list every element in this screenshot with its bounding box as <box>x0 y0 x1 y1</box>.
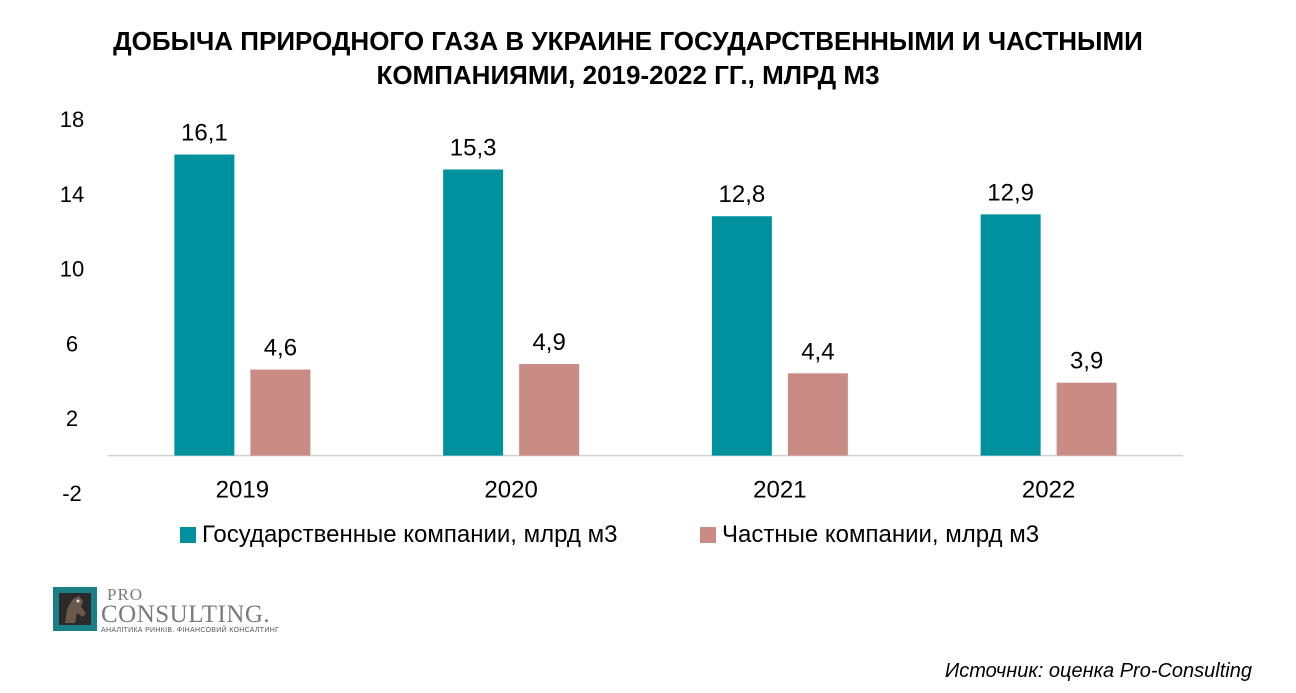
x-tick-label: 2020 <box>484 477 537 504</box>
data-label: 12,9 <box>987 179 1034 206</box>
horse-logo-icon <box>53 587 97 631</box>
data-label: 16,1 <box>181 120 228 147</box>
legend-item-state: Государственные компании, млрд м3 <box>180 518 617 552</box>
logo-tagline: АНАЛІТИКА РИНКІВ. ФІНАНСОВИЙ КОНСАЛТИНГ <box>101 627 280 634</box>
bar-private <box>519 363 580 456</box>
data-label: 12,8 <box>719 181 766 208</box>
legend-item-private: Частные компании, млрд м3 <box>700 518 1039 552</box>
data-label: 3,9 <box>1070 348 1103 375</box>
y-tick-label: 14 <box>60 182 84 207</box>
data-label: 15,3 <box>450 134 497 161</box>
data-label: 4,9 <box>532 329 565 356</box>
y-tick-label: 6 <box>66 331 78 356</box>
y-tick-label: -2 <box>62 481 82 506</box>
bar-state <box>711 216 772 456</box>
chart-title-line-1: ДОБЫЧА ПРИРОДНОГО ГАЗА В УКРАИНЕ ГОСУДАР… <box>113 26 1143 56</box>
legend-swatch-private <box>700 527 716 543</box>
legend-label-state: Государственные компании, млрд м3 <box>202 521 618 548</box>
chart-title: ДОБЫЧА ПРИРОДНОГО ГАЗА В УКРАИНЕ ГОСУДАР… <box>0 24 1256 92</box>
logo-consulting-text: CONSULTING. <box>101 601 271 628</box>
bar-private <box>1056 382 1117 456</box>
y-tick-label: 2 <box>66 406 78 431</box>
y-tick-label: 18 <box>60 107 84 132</box>
bar-private <box>250 369 311 456</box>
bar-state <box>980 214 1041 456</box>
bar-private <box>787 373 848 456</box>
x-tick-label: 2022 <box>1022 477 1075 504</box>
y-tick-label: 10 <box>60 257 84 282</box>
data-label: 4,4 <box>801 338 834 365</box>
pro-consulting-logo: PRO CONSULTING. АНАЛІТИКА РИНКІВ. ФІНАНС… <box>53 585 283 635</box>
data-label: 4,6 <box>264 335 297 362</box>
logo-pro-text: PRO <box>107 585 144 604</box>
bar-state <box>443 169 504 456</box>
source-note: Источник: оценка Pro-Consulting <box>944 660 1252 682</box>
chart-legend: Государственные компании, млрд м3 Частны… <box>0 518 1296 552</box>
x-tick-label: 2019 <box>216 477 269 504</box>
x-tick-label: 2021 <box>753 477 806 504</box>
bar-state <box>174 154 235 456</box>
legend-swatch-state <box>180 527 196 543</box>
chart-title-line-2: КОМПАНИЯМИ, 2019-2022 ГГ., МЛРД М3 <box>376 60 880 90</box>
legend-label-private: Частные компании, млрд м3 <box>722 521 1040 548</box>
